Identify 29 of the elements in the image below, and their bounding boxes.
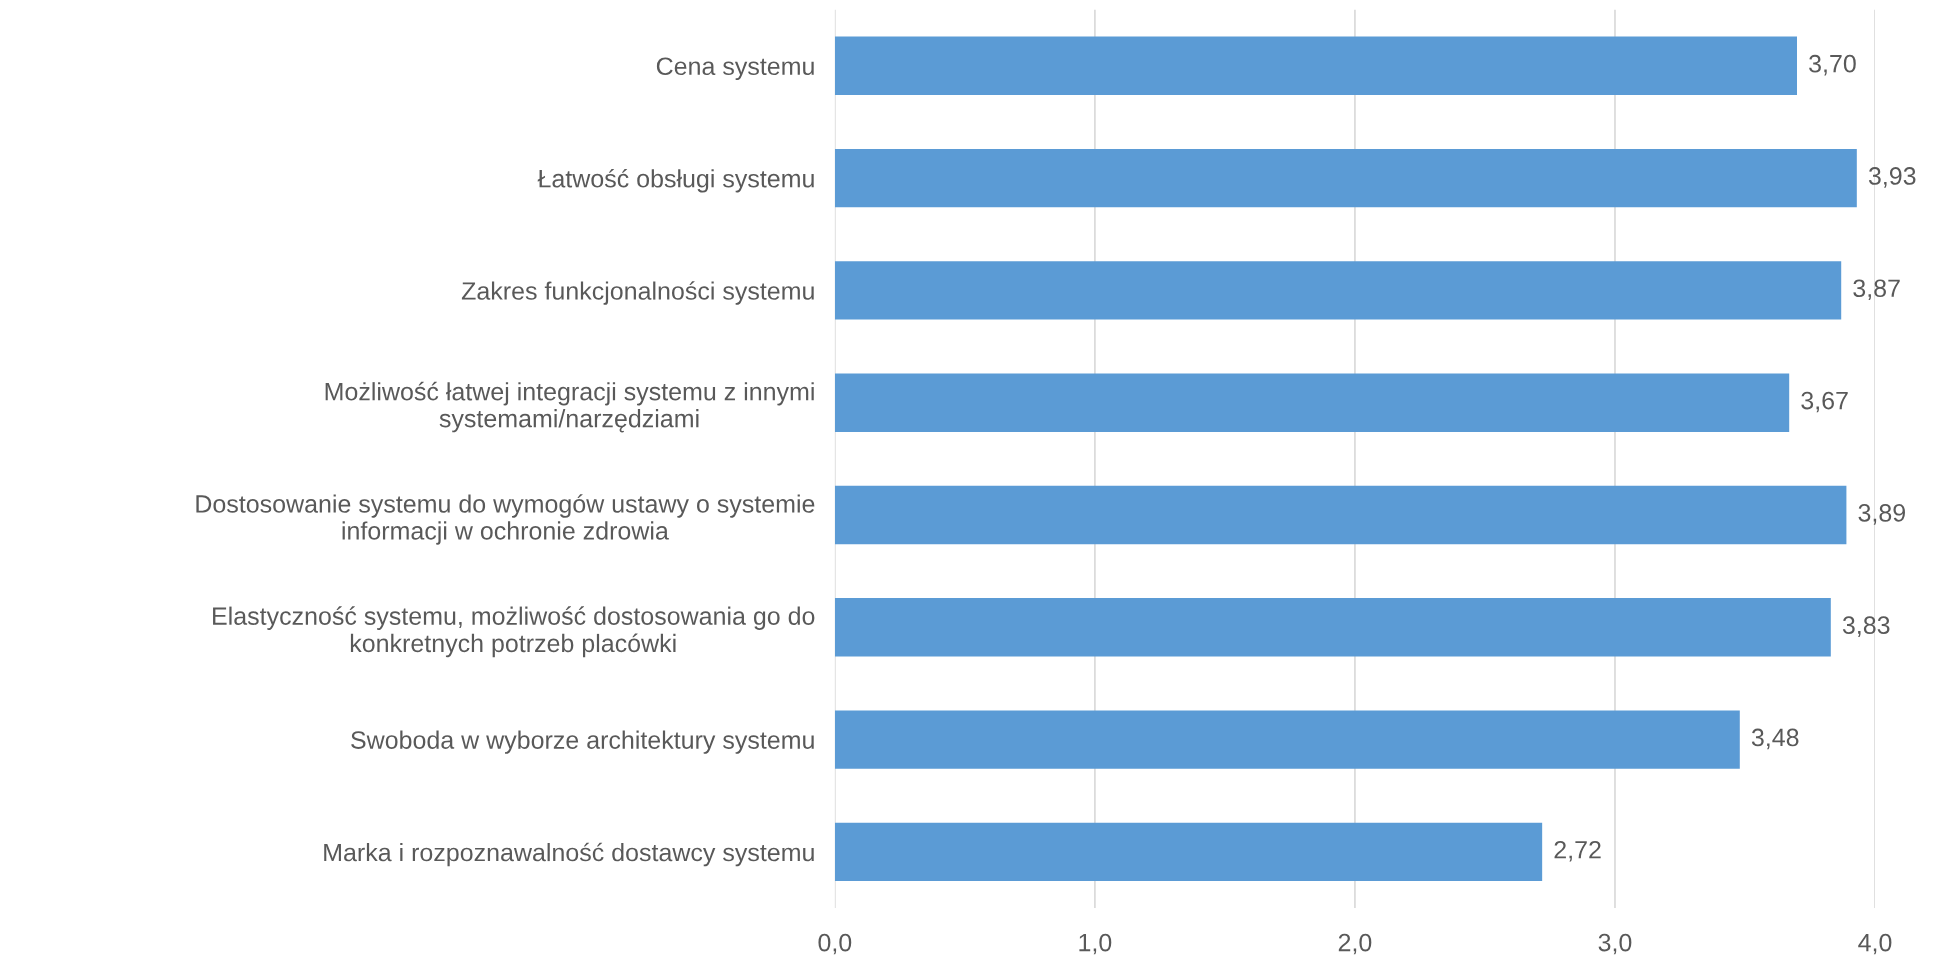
x-tick-label: 2,0 [1338, 933, 1372, 955]
y-tick-label: Swoboda w wyborze architektury systemu [351, 730, 814, 754]
bar [834, 373, 1790, 432]
y-tick-label: Możliwość łatwej integracji systemu z innymi systemami/narzędziami [325, 381, 814, 433]
y-tick-label: Cena systemu [656, 57, 814, 81]
y-tick-label: Elastyczność systemu, możliwość dostosowania go do konkretnych potrzeb placówki [213, 606, 815, 658]
y-tick-label: Marka i rozpoznawalność dostawcy systemu [324, 842, 814, 867]
data-label: 3,83 [1842, 616, 1890, 637]
x-tick-label: 4,0 [1858, 933, 1892, 955]
bar [834, 36, 1797, 96]
data-label: 3,93 [1868, 167, 1916, 188]
y-tick-label: Dostosowanie systemu do wymogów ustawy o systemie informacji w ochronie zdrowia [196, 494, 815, 545]
y-tick-label: Łatwość obsługi systemu [537, 168, 814, 193]
data-label: 3,87 [1853, 279, 1900, 301]
x-tick-label: 1,0 [1079, 933, 1112, 955]
y-tick-label: Zakres funkcjonalności systemu [461, 281, 814, 305]
bar [834, 710, 1740, 769]
data-label: 3,70 [1809, 54, 1856, 76]
bar [834, 485, 1847, 545]
data-label: 2,72 [1554, 840, 1601, 862]
bar [834, 261, 1842, 320]
bar [834, 148, 1857, 208]
data-label: 3,89 [1858, 504, 1905, 525]
x-tick-label: 3,0 [1598, 933, 1632, 955]
bar [834, 822, 1543, 882]
x-tick-label: 0,0 [818, 933, 852, 955]
data-label: 3,48 [1751, 728, 1799, 750]
bar [834, 598, 1831, 657]
data-label: 3,67 [1801, 391, 1848, 413]
